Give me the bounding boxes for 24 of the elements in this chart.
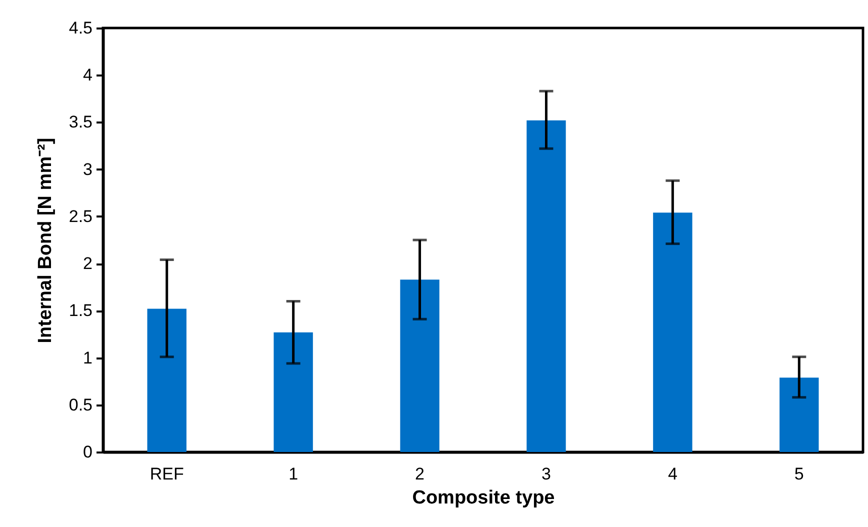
y-tick-label: 4.5: [68, 18, 92, 38]
x-tick-label: 4: [668, 464, 678, 484]
x-tick-label: REF: [150, 464, 184, 484]
y-tick-label: 3: [83, 160, 92, 179]
bar: [147, 308, 186, 452]
y-tick-label: 4: [83, 66, 92, 85]
x-tick-label: 5: [794, 464, 804, 484]
x-tick-label: 3: [541, 464, 551, 484]
y-tick-label: 2: [83, 254, 92, 274]
bar: [780, 378, 819, 452]
y-tick-label: 0: [83, 442, 92, 462]
x-tick-label: 2: [415, 464, 425, 484]
y-tick-label: 1: [83, 348, 92, 368]
y-tick-label: 3.5: [68, 112, 92, 132]
bar: [653, 212, 692, 452]
x-tick-label: 1: [288, 464, 298, 484]
bar: [400, 280, 440, 452]
bar: [274, 332, 313, 452]
y-tick-label: 2.5: [68, 206, 92, 226]
bar: [526, 120, 566, 452]
y-tick-label: 1.5: [68, 301, 92, 320]
x-axis-title: Composite type: [412, 488, 555, 508]
y-tick-label: 0.5: [68, 395, 92, 414]
y-axis-title: Internal Bond [N mm⁻²]: [34, 138, 56, 344]
